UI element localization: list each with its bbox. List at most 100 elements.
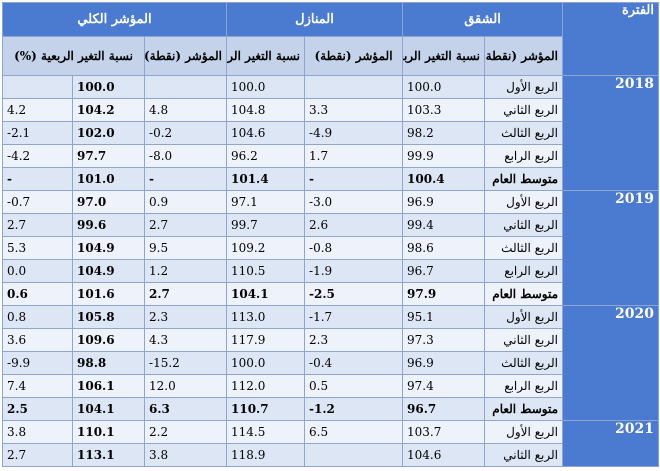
houses-change-cell: 0.9	[144, 190, 227, 214]
houses-index-cell: 118.9	[225, 443, 306, 467]
overall-index-cell: 104.9	[72, 259, 145, 283]
overall-change-cell: 9.9-	[2, 351, 73, 375]
apartments-change-cell: 4.9-	[304, 121, 404, 145]
houses-change-cell: 2.2	[144, 420, 227, 444]
apartments-index-cell: 99.9	[402, 144, 486, 168]
table-row: 2020 الربع الأول 95.1 1.7- 113.0 2.3 105.8 0.8	[2, 305, 660, 421]
house-index-subheader: المؤشر (نقطة)	[304, 36, 404, 76]
apartments-change-cell: 1.9-	[304, 259, 404, 283]
apartments-index-cell: 95.1	[402, 305, 486, 329]
overall-index-cell: 110.1	[72, 420, 145, 444]
houses-index-cell: 99.7	[225, 213, 306, 237]
overall-change-cell: 2.7	[2, 443, 73, 467]
overall-change-cell: 2.1-	[2, 121, 73, 145]
table-row: الربع الثاني 99.4 2.6 99.7 2.7 99.6 2.7	[2, 213, 659, 237]
apartments-index-cell: 97.4	[402, 374, 486, 398]
overall-index-cell: 102.0	[72, 121, 145, 145]
period-cell: الربع الأول	[484, 190, 564, 214]
houses-index-cell: 104.6	[225, 121, 306, 145]
overall-change-cell: 5.3	[2, 236, 73, 260]
overall-index-cell: 113.1	[72, 443, 145, 467]
houses-change-cell: 0.2-	[144, 121, 227, 145]
apartments-change-cell: 2.3	[304, 328, 404, 352]
period-cell: الربع الثاني	[484, 213, 564, 237]
table-row: 2018 الربع الأول 100.0 100.0 100.0	[2, 75, 660, 191]
apartments-change-cell: 1.7-	[304, 305, 404, 329]
overall-change-cell: 0.8	[2, 305, 73, 329]
apartments-index-cell: 98.6	[402, 236, 486, 260]
period-cell: الربع الرابع	[484, 259, 564, 283]
year-average-row: متوسط العام 97.9 2.5- 104.1 2.7 101.6 0.6	[2, 282, 659, 306]
houses-change-cell: 2.7	[144, 213, 227, 237]
overall-index-cell: 109.6	[72, 328, 145, 352]
table-row: الربع الثالث 98.2 4.9- 104.6 0.2- 102.0 2.1-	[2, 121, 659, 145]
houses-index-cell: 96.2	[225, 144, 306, 168]
table-row: الربع الرابع 97.4 0.5 112.0 12.0 106.1 7.4	[2, 374, 659, 398]
table-body: 2018 الربع الأول 100.0 100.0 100.0 الربع الثا…	[2, 75, 660, 467]
houses-index-cell: 112.0	[225, 374, 306, 398]
period-cell: الربع الثاني	[484, 443, 564, 467]
apartments-index-cell: 97.3	[402, 328, 486, 352]
houses-change-cell: -	[144, 167, 227, 191]
houses-index-cell: 109.2	[225, 236, 306, 260]
overall-change-cell	[2, 75, 73, 99]
table-row: 2021 الربع الأول 103.7 6.5 114.5 2.2 110.1 3.8	[2, 420, 660, 467]
overall-index-cell: 97.7	[72, 144, 145, 168]
overall-index-cell: 101.6	[72, 282, 145, 306]
period-cell: متوسط العام	[484, 282, 564, 306]
apartments-change-cell: 2.5-	[304, 282, 404, 306]
table-row: الربع الثالث 96.9 0.4- 100.0 15.2- 98.8 9.9-	[2, 351, 659, 375]
houses-index-cell: 110.7	[225, 397, 306, 421]
period-cell: الربع الثاني	[484, 98, 564, 122]
overall-change-cell: 4.2	[2, 98, 73, 122]
apartments-index-cell: 96.9	[402, 190, 486, 214]
houses-change-cell: 15.2-	[144, 351, 227, 375]
apartments-change-cell: -	[304, 167, 404, 191]
house-change-subheader: نسبة التغير الربعية (%)	[225, 36, 306, 76]
apartments-index-cell: 100.4	[402, 167, 486, 191]
overall-change-cell: 0.0	[2, 259, 73, 283]
apartments-index-cell: 97.9	[402, 282, 486, 306]
apartments-index-cell: 100.0	[402, 75, 486, 99]
houses-change-cell: 4.3	[144, 328, 227, 352]
overall-change-cell: -	[2, 167, 73, 191]
period-cell: الربع الرابع	[484, 144, 564, 168]
year-cell: 2020	[562, 305, 660, 421]
houses-index-cell: 100.0	[225, 351, 306, 375]
apartments-change-cell: 6.5	[304, 420, 404, 444]
table-row: الربع الثاني 104.6 118.9 3.8 113.1 2.7	[2, 443, 659, 467]
year-average-row: متوسط العام 100.4-101.4-101.0-	[2, 167, 659, 191]
table-row: الربع الثاني 103.3 3.3 104.8 4.8 104.2 4.2	[2, 98, 659, 122]
period-cell: الربع الثالث	[484, 351, 564, 375]
overall-change-cell: 0.6	[2, 282, 73, 306]
overall-change-cell: 0.7-	[2, 190, 73, 214]
apartments-change-cell: 3.0-	[304, 190, 404, 214]
overall-change-cell: 3.8	[2, 420, 73, 444]
houses-index-cell: 104.8	[225, 98, 306, 122]
year-cell: 2021	[562, 420, 660, 467]
table-row: الربع الثالث 98.6 0.8- 109.2 9.5 104.9 5.3	[2, 236, 659, 260]
period-cell: متوسط العام	[484, 167, 564, 191]
apartments-index-cell: 103.7	[402, 420, 486, 444]
houses-change-cell: 2.3	[144, 305, 227, 329]
houses-header: المنازل	[225, 2, 404, 37]
year-cell: 2019	[562, 190, 660, 306]
overall-index-cell: 101.0	[72, 167, 145, 191]
period-cell: الربع الثاني	[484, 328, 564, 352]
apartments-change-cell: 0.5	[304, 374, 404, 398]
houses-index-cell: 113.0	[225, 305, 306, 329]
houses-index-cell: 104.1	[225, 282, 306, 306]
overall-index-cell: 99.6	[72, 213, 145, 237]
period-cell: الربع الثالث	[484, 236, 564, 260]
period-header: الفترة	[562, 2, 660, 76]
apartments-change-cell: 0.4-	[304, 351, 404, 375]
table-row: الربع الرابع 96.7 1.9- 110.5 1.2 104.9 0.0	[2, 259, 659, 283]
apartments-header: الشقق	[402, 2, 564, 37]
apartments-index-cell: 103.3	[402, 98, 486, 122]
apartments-change-cell: 0.8-	[304, 236, 404, 260]
period-cell: الربع الرابع	[484, 374, 564, 398]
apartments-index-cell: 96.9	[402, 351, 486, 375]
apartments-change-cell: 1.7	[304, 144, 404, 168]
apartments-change-cell	[304, 443, 404, 467]
